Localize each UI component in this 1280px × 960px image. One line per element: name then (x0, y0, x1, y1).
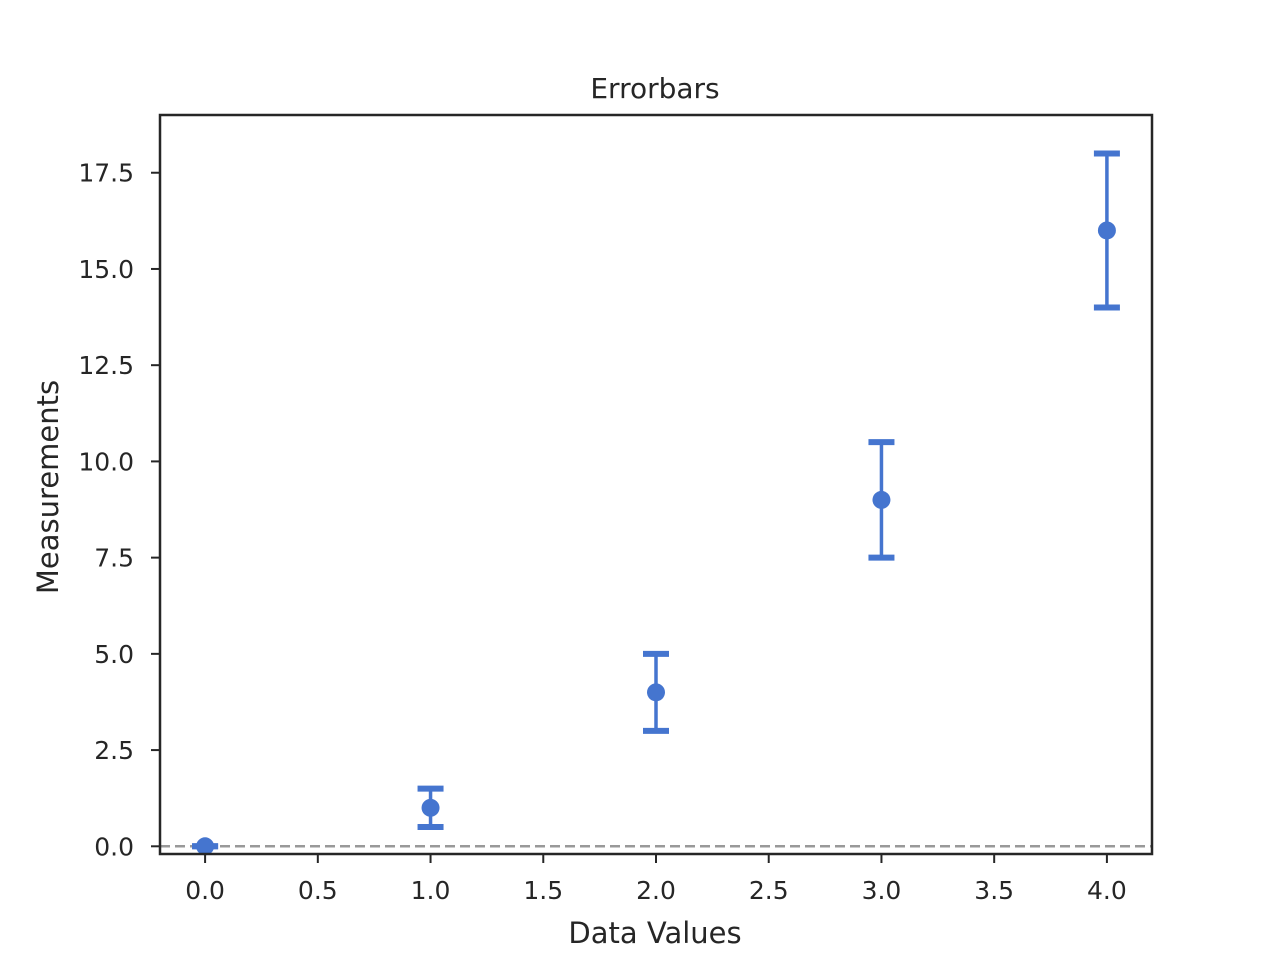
y-tick-label: 10.0 (78, 447, 134, 476)
errorbar-point (1093, 150, 1120, 311)
data-point-marker (421, 798, 440, 817)
x-tick-label: 1.5 (523, 876, 563, 905)
x-tick-label: 0.5 (298, 876, 338, 905)
x-tick-label: 3.0 (862, 876, 902, 905)
errorbar-point (868, 439, 895, 561)
y-axis-label: Measurements (31, 380, 65, 594)
x-tick-label: 3.5 (974, 876, 1014, 905)
x-tick-label: 2.5 (749, 876, 789, 905)
y-tick-label: 5.0 (94, 640, 134, 669)
y-tick-label: 17.5 (78, 159, 134, 188)
x-axis: 0.0 0.5 1.0 1.5 2.0 2.5 3.0 3.5 4.0 (185, 854, 1127, 905)
y-tick-label: 7.5 (94, 544, 134, 573)
y-tick-label: 2.5 (94, 736, 134, 765)
data-point-marker (872, 490, 891, 509)
y-tick-label: 12.5 (78, 351, 134, 380)
chart-title: Errorbars (590, 72, 719, 105)
data-point-marker (196, 837, 215, 856)
data-point-marker (1097, 221, 1116, 240)
errorbar-point (417, 785, 444, 831)
x-tick-label: 2.0 (636, 876, 676, 905)
y-axis: 0.0 2.5 5.0 7.5 10.0 12.5 15.0 17.5 (78, 159, 160, 861)
x-tick-label: 1.0 (411, 876, 451, 905)
y-tick-label: 0.0 (94, 832, 134, 861)
errorbar-point (643, 650, 669, 734)
data-layer (192, 150, 1120, 856)
plot-frame (158, 113, 1154, 856)
x-axis-label: Data Values (568, 916, 741, 950)
errorbar-point (192, 837, 219, 856)
x-tick-label: 4.0 (1087, 876, 1127, 905)
data-point-marker (647, 683, 665, 702)
y-tick-label: 15.0 (78, 255, 134, 284)
x-tick-label: 0.0 (185, 876, 225, 905)
